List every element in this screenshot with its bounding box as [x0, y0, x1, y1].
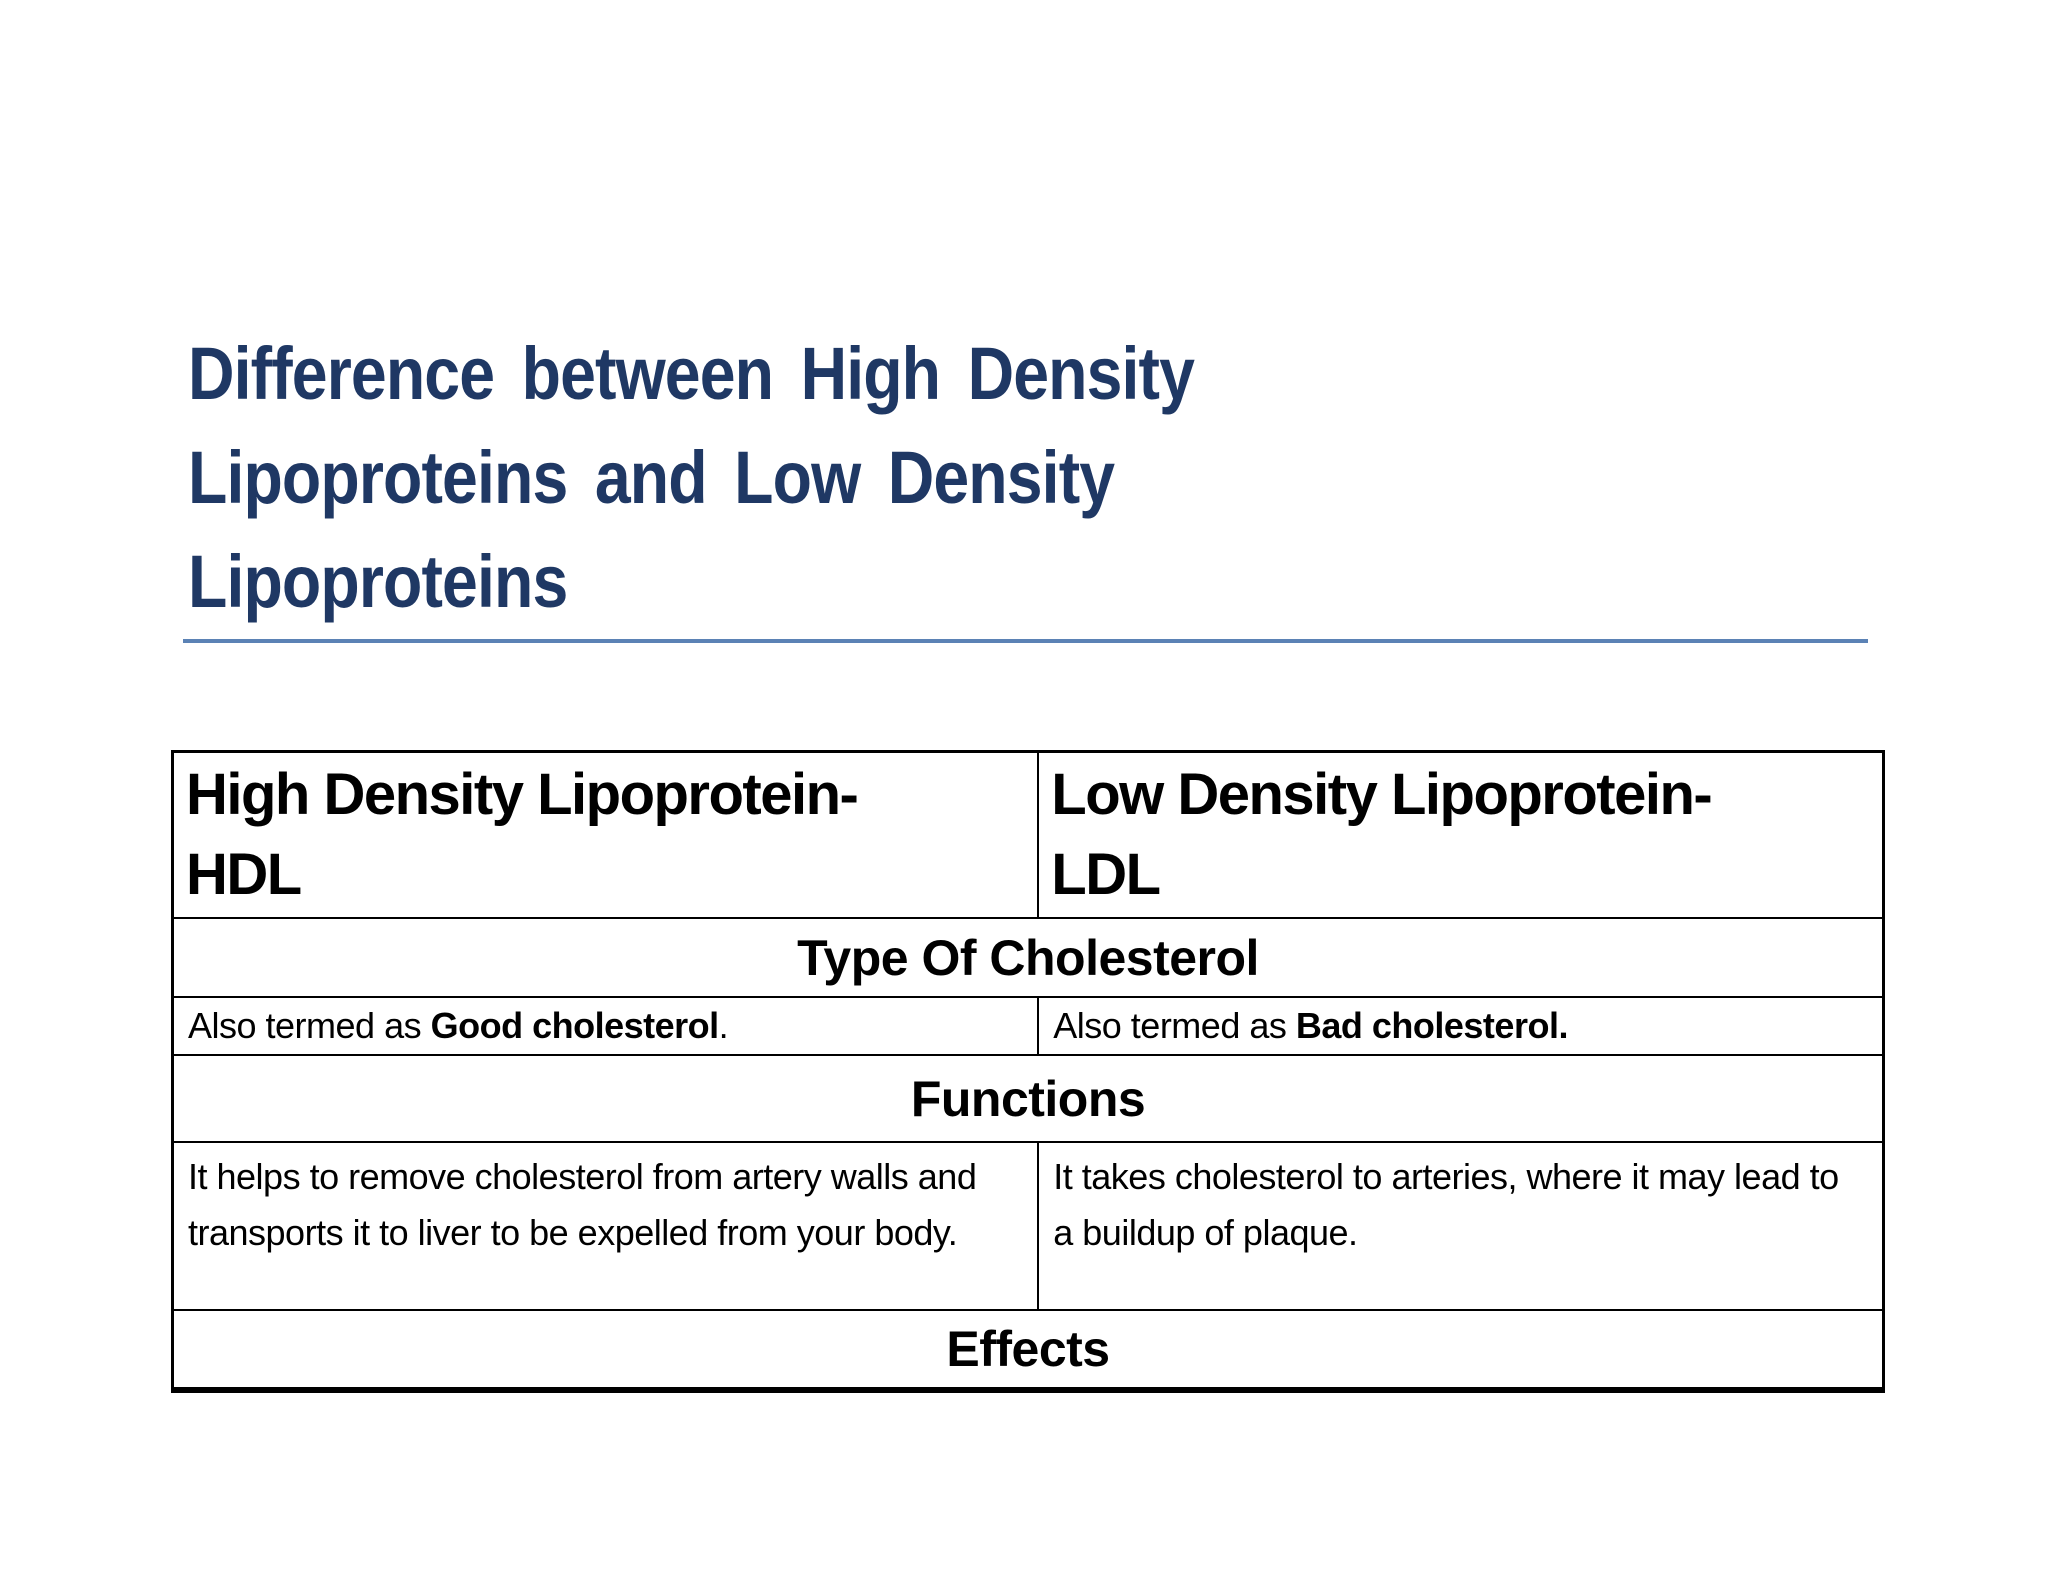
header-hdl-line-1: High Density Lipoprotein-	[186, 762, 859, 827]
cell-termed-bad: Also termed as Bad cholesterol.	[1037, 996, 1885, 1056]
header-cell-ldl: Low Density Lipoprotein- LDL	[1037, 750, 1885, 919]
section-row-type-of-cholesterol: Type Of Cholesterol	[171, 917, 1885, 998]
cell-termed-good: Also termed as Good cholesterol.	[171, 996, 1040, 1056]
header-cell-hdl: High Density Lipoprotein- HDL	[171, 750, 1040, 919]
cell-function-hdl: It helps to remove cholesterol from arte…	[171, 1141, 1040, 1311]
row-termed-as: Also termed as Good cholesterol. Also te…	[171, 996, 1885, 1056]
page-title-line-2: Lipoproteins and Low Density	[188, 436, 1115, 519]
page-title-line-3: Lipoproteins	[188, 540, 568, 623]
table-header-row: High Density Lipoprotein- HDL Low Densit…	[171, 750, 1885, 919]
header-ldl-line-1: Low Density Lipoprotein-	[1051, 762, 1712, 827]
section-label-functions: Functions	[171, 1054, 1885, 1143]
termed-good-bold: Good cholesterol	[430, 1005, 720, 1046]
termed-good-prefix: Also termed as	[188, 1005, 431, 1046]
termed-good-suffix: .	[718, 1005, 729, 1046]
termed-bad-bold: Bad cholesterol.	[1295, 1005, 1569, 1046]
page-title-line-1: Difference between High Density	[188, 332, 1195, 415]
section-label-type-of-cholesterol: Type Of Cholesterol	[171, 917, 1885, 998]
section-row-functions: Functions	[171, 1054, 1885, 1143]
title-underline-divider	[183, 639, 1868, 643]
section-label-effects: Effects	[171, 1309, 1885, 1391]
header-hdl-line-2: HDL	[186, 842, 302, 907]
section-row-effects: Effects	[171, 1309, 1885, 1391]
cell-function-ldl: It takes cholesterol to arteries, where …	[1037, 1141, 1885, 1311]
comparison-table: High Density Lipoprotein- HDL Low Densit…	[171, 750, 1885, 1393]
row-function-descriptions: It helps to remove cholesterol from arte…	[171, 1141, 1885, 1311]
header-ldl-line-2: LDL	[1051, 842, 1161, 907]
termed-bad-prefix: Also termed as	[1053, 1005, 1296, 1046]
page-title: Difference between High Density Lipoprot…	[188, 322, 1195, 634]
